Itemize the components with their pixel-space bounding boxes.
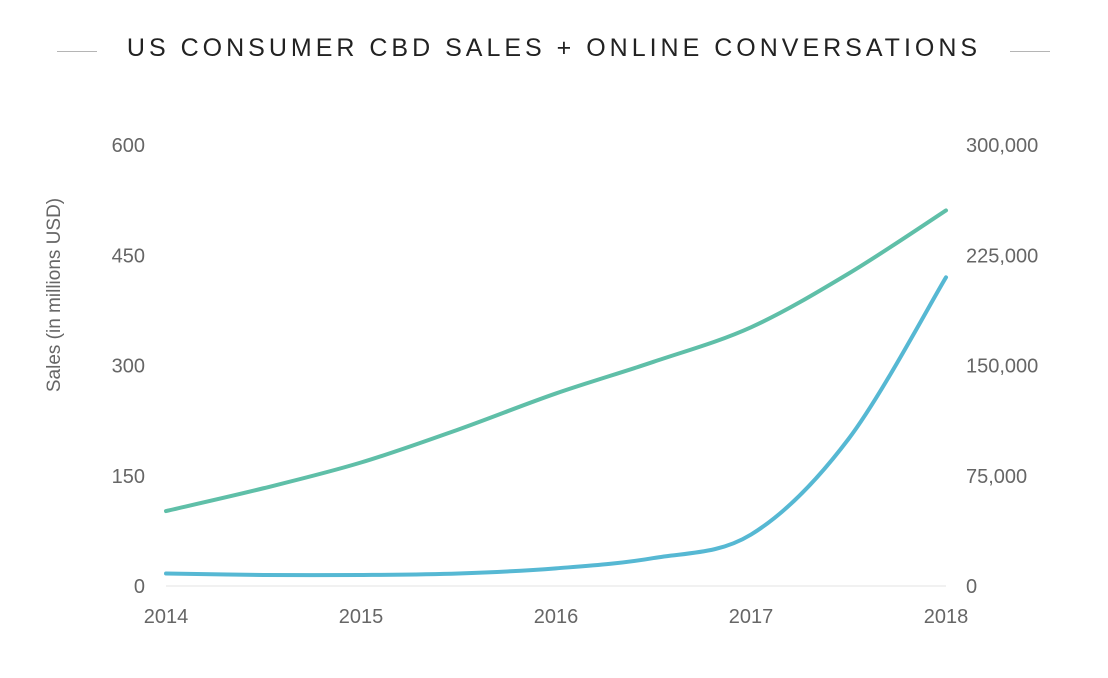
title-rule-right bbox=[1010, 51, 1050, 52]
y2-tick-label: 300,000 bbox=[966, 135, 1038, 157]
chart-title: US CONSUMER CBD SALES + ONLINE CONVERSAT… bbox=[126, 34, 982, 62]
x-tick-label: 2015 bbox=[339, 606, 384, 628]
series-layer bbox=[164, 208, 948, 578]
y-tick-label: 450 bbox=[112, 245, 145, 267]
tick-layer: 0 150 300 450 600 0 75,000 150,000 225,000 300,00… bbox=[112, 135, 1039, 628]
y-tick-label: 600 bbox=[112, 135, 145, 157]
cbd-sales-line bbox=[164, 208, 948, 514]
y-tick-label: 150 bbox=[112, 466, 145, 488]
y2-tick-label: 225,000 bbox=[966, 245, 1038, 267]
title-rule-left bbox=[57, 51, 97, 52]
x-tick-label: 2016 bbox=[534, 606, 579, 628]
y2-tick-label: 75,000 bbox=[966, 466, 1027, 488]
y-tick-label: 0 bbox=[134, 576, 145, 598]
x-tick-label: 2014 bbox=[144, 606, 189, 628]
y2-tick-label: 150,000 bbox=[966, 356, 1038, 378]
y-axis-label: Sales (in millions USD) bbox=[44, 198, 65, 392]
x-tick-label: 2018 bbox=[924, 606, 969, 628]
y2-tick-label: 0 bbox=[966, 576, 977, 598]
chart-title-row: US CONSUMER CBD SALES + ONLINE CONVERSAT… bbox=[0, 24, 1108, 80]
x-tick-label: 2017 bbox=[729, 606, 774, 628]
online-conversations-line bbox=[164, 275, 948, 578]
y-tick-label: 300 bbox=[112, 356, 145, 378]
